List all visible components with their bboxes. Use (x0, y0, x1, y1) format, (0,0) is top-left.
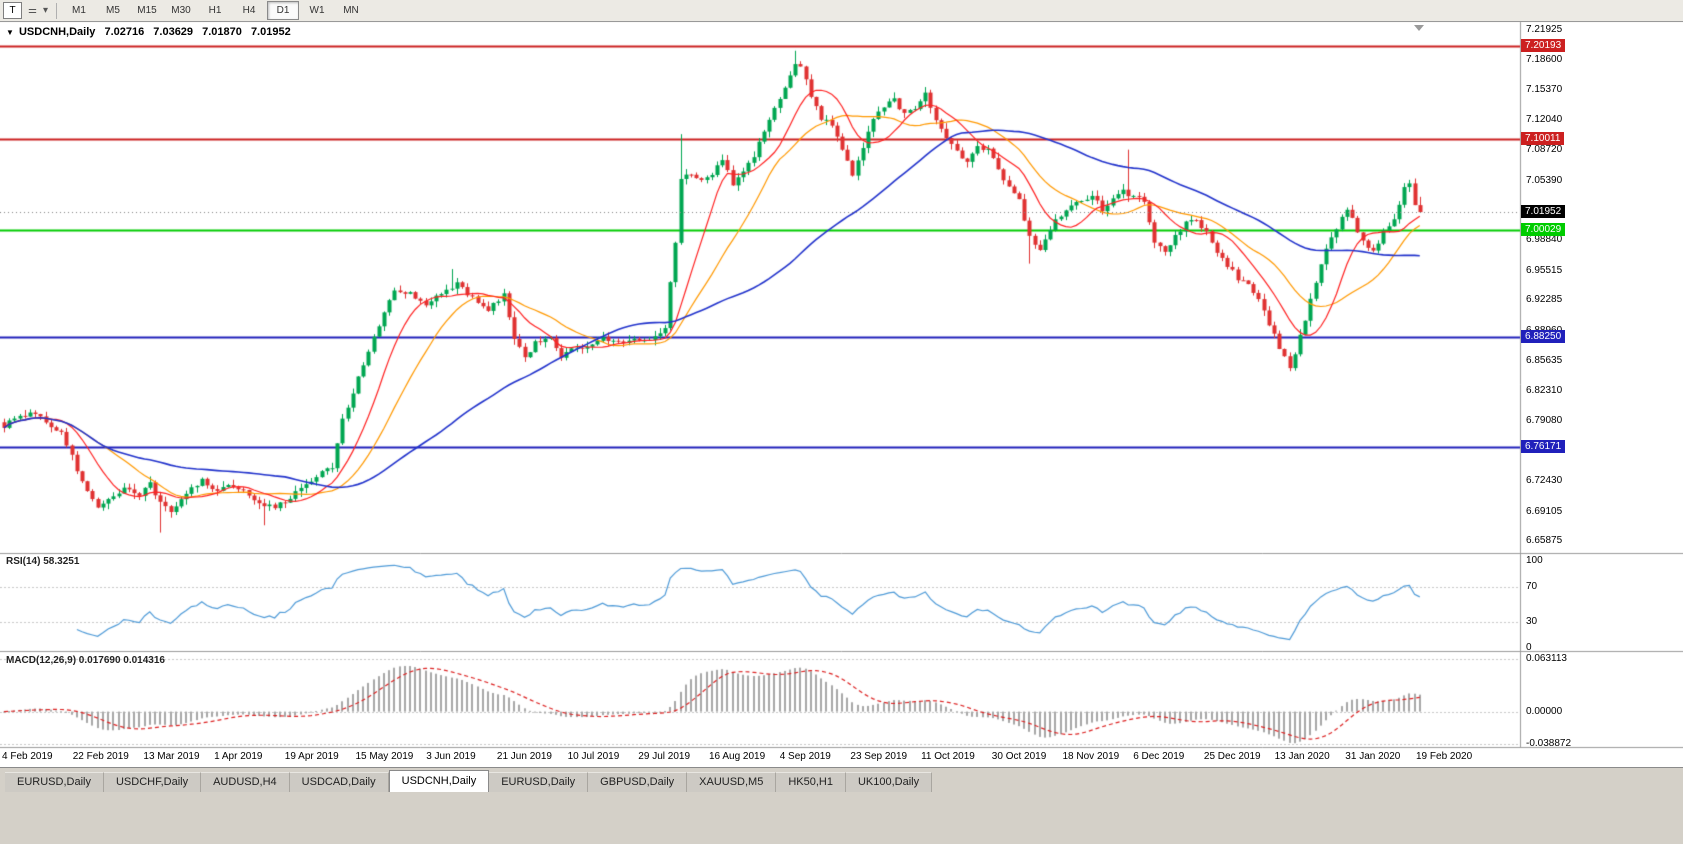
date-label: 1 Apr 2019 (214, 751, 263, 762)
date-label: 13 Mar 2019 (143, 751, 200, 762)
tab-eurusd-daily[interactable]: EURUSD,Daily (489, 772, 589, 792)
date-label: 4 Feb 2019 (2, 751, 53, 762)
macd-axis-label: 0.00000 (1526, 705, 1563, 717)
date-label: 18 Nov 2019 (1062, 751, 1120, 762)
tab-xauusd-m5[interactable]: XAUUSD,M5 (687, 772, 777, 792)
date-label: 11 Oct 2019 (921, 751, 975, 762)
timeframe-button-d1[interactable]: D1 (267, 1, 299, 20)
date-label: 4 Sep 2019 (779, 751, 831, 762)
ohlc-open: 7.02716 (104, 26, 145, 38)
date-label: 10 Jul 2019 (567, 751, 620, 762)
price-axis-label: 6.65875 (1526, 535, 1563, 546)
date-label: 19 Feb 2020 (1416, 751, 1473, 762)
macd-axis-label: 0.063113 (1526, 653, 1567, 664)
date-label: 13 Jan 2020 (1274, 751, 1330, 762)
tab-hk50-h1[interactable]: HK50,H1 (776, 772, 846, 792)
dropdown-caret-icon[interactable]: ▾ (42, 5, 48, 16)
rsi-indicator-label: RSI(14) 58.3251 (6, 556, 80, 567)
date-label: 15 May 2019 (355, 751, 414, 762)
date-label: 23 Sep 2019 (850, 751, 908, 762)
tab-usdcnh-daily[interactable]: USDCNH,Daily (388, 770, 490, 792)
tab-usdchf-daily[interactable]: USDCHF,Daily (103, 772, 202, 792)
tab-audusd-h4[interactable]: AUDUSD,H4 (201, 772, 290, 792)
current-price-badge: 7.01952 (1521, 205, 1566, 219)
chart-shift-marker-icon[interactable] (1414, 25, 1424, 31)
price-axis-label: 6.72430 (1526, 475, 1563, 487)
price-axis-label: 7.12040 (1526, 114, 1563, 126)
price-axis-label: 7.05390 (1526, 174, 1563, 186)
date-label: 31 Jan 2020 (1345, 751, 1401, 762)
tab-usdcad-daily[interactable]: USDCAD,Daily (289, 772, 389, 792)
tab-eurusd-daily[interactable]: EURUSD,Daily (5, 772, 104, 792)
timeframe-buttons-group: M1 M5 M15 M30 H1 H4 D1 W1 MN (62, 1, 368, 20)
price-badge-support-lower[interactable]: 6.76171 (1521, 440, 1566, 454)
price-axis-label: 6.95515 (1526, 264, 1563, 276)
price-axis-label: 6.85635 (1526, 354, 1563, 366)
ohlc-close: 7.01952 (250, 26, 291, 38)
timeframe-button-m1[interactable]: M1 (72, 5, 86, 16)
price-badge-support-upper[interactable]: 6.88250 (1521, 330, 1566, 343)
date-label: 29 Jul 2019 (638, 751, 691, 762)
chart-tabs-bar: EURUSD,Daily USDCHF,Daily AUDUSD,H4 USDCAD,… (0, 767, 1683, 792)
symbol-marker-icon[interactable]: ▼ (6, 28, 14, 37)
rsi-axis-label: 30 (1526, 615, 1538, 627)
ohlc-high: 7.03629 (153, 26, 194, 38)
rsi-axis-label: 0 (1526, 642, 1532, 653)
tab-uk100-daily[interactable]: UK100,Daily (845, 772, 933, 792)
date-label: 30 Oct 2019 (991, 751, 1047, 762)
macd-indicator-label: MACD(12,26,9) 0.017690 0.014316 (6, 655, 165, 666)
tab-gbpusd-daily[interactable]: GBPUSD,Daily (588, 772, 688, 792)
date-label: 6 Dec 2019 (1133, 751, 1185, 762)
timeframe-button-h1[interactable]: H1 (208, 5, 222, 16)
price-axis-label: 6.98840 (1526, 234, 1563, 246)
chart-tool-icon[interactable]: ⚌ (28, 5, 37, 16)
timeframe-button-w1[interactable]: W1 (309, 5, 325, 16)
bottom-strip (0, 792, 1683, 844)
price-axis-label: 6.82310 (1526, 385, 1563, 397)
price-axis-label: 6.69105 (1526, 505, 1563, 517)
price-axis-label: 7.15370 (1526, 83, 1563, 95)
rsi-axis-label: 100 (1526, 555, 1543, 566)
price-axis-label: 7.21925 (1526, 24, 1563, 35)
macd-axis-label: -0.038872 (1526, 738, 1572, 749)
price-badge-resistance-upper[interactable]: 7.20193 (1521, 38, 1566, 52)
date-label: 16 Aug 2019 (709, 751, 766, 762)
price-axis-label: 6.92285 (1526, 294, 1563, 306)
date-label: 21 Jun 2019 (496, 751, 552, 762)
price-axis-label: 7.18600 (1526, 54, 1563, 66)
timeframe-button-mn[interactable]: MN (343, 5, 359, 16)
timeframe-button-m15[interactable]: M15 (137, 5, 157, 16)
rsi-axis-label: 70 (1526, 581, 1538, 593)
timeframe-button-m5[interactable]: M5 (106, 5, 120, 16)
date-label: 25 Dec 2019 (1203, 751, 1261, 762)
symbol-name: USDCNH,Daily (18, 26, 96, 38)
timeframes-toolbar: T ⚌ ▾ M1 M5 M15 M30 H1 H4 D1 W1 MN (0, 0, 1683, 22)
toolbar-separator (56, 2, 57, 19)
date-label: 3 Jun 2019 (426, 751, 476, 762)
price-axis-label: 7.08720 (1526, 144, 1563, 156)
price-chart-canvas[interactable] (0, 0, 1683, 767)
timeframe-button-h4[interactable]: H4 (242, 5, 256, 16)
date-label: 19 Apr 2019 (284, 751, 339, 762)
price-axis-label: 6.79080 (1526, 414, 1563, 426)
window-restore-button[interactable]: T (3, 2, 22, 19)
price-badge-pivot[interactable]: 7.00029 (1521, 222, 1566, 236)
price-badge-resistance-lower[interactable]: 7.10011 (1521, 131, 1565, 145)
timeframe-button-m30[interactable]: M30 (171, 5, 191, 16)
date-label: 22 Feb 2019 (72, 751, 129, 762)
chart-title: ▼ USDCNH,Daily 7.02716 7.03629 7.01870 7… (6, 26, 297, 38)
ohlc-low: 7.01870 (202, 26, 242, 38)
